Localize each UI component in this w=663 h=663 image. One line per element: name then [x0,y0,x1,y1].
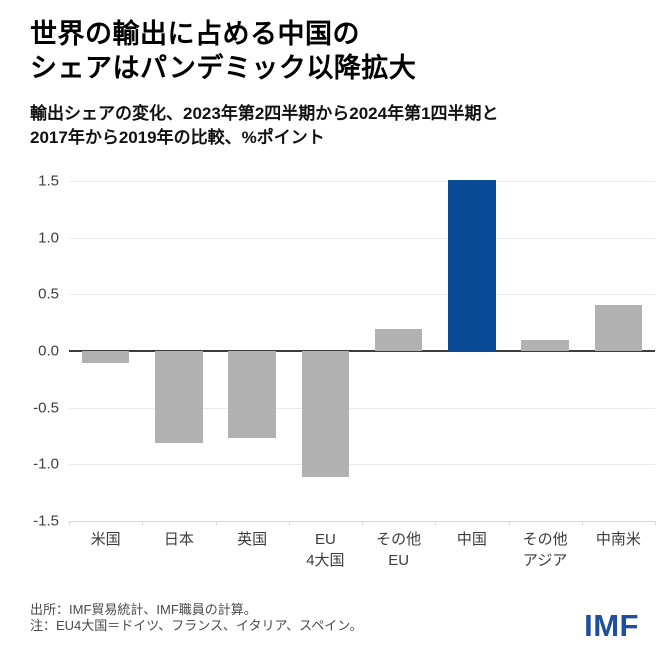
y-axis-tick-label: 0.0 [38,342,59,360]
bar-英国 [228,351,276,439]
x-axis-tick [508,521,510,525]
gridline [69,407,655,409]
gridline [69,181,655,182]
bar-中南米 [594,304,643,351]
x-axis-labels: 米国 日本 英国 EU 4大国 その他 EU 中国 その他 アジア 中南米 [69,529,655,571]
plot-area: 1.5 1.0 0.5 0.0 -0.5 -1.0 -1.5 [33,173,656,530]
page-title-line-2: シェアはパンデミック以降拡大 [30,53,417,83]
bar-EU-4大国 [301,351,350,477]
chart-subtitle-line-2: 2017年から2019年の比較、%ポイント [30,128,325,147]
bar-中国 [448,179,496,351]
x-axis-category-label: 米国 [90,531,121,548]
x-axis-tick [288,521,290,525]
gridline [69,464,655,466]
x-axis-category-label: EU 4大国 [306,531,345,569]
chart-subtitle-line-1: 輸出シェアの変化、2023年第2四半期から2024年第1四半期と [30,104,499,123]
gridline [69,294,655,296]
y-axis-tick-label: -1.5 [33,512,59,530]
x-axis-category-label: 英国 [237,531,268,548]
zero-baseline [69,350,655,352]
y-axis-tick-label: 0.5 [38,285,59,303]
x-axis-tick [69,521,70,525]
x-axis-tick [581,521,583,525]
x-axis-category-label: その他 アジア [522,531,568,569]
x-axis-category-label: 日本 [163,531,194,548]
bar-米国 [81,351,130,364]
y-axis-tick-label: -0.5 [33,399,59,417]
note-line: 注：EU4大国＝ドイツ、フランス、イタリア、スペイン。 [30,618,363,633]
source-line: 出所：IMF貿易統計、IMF職員の計算。 [30,602,257,617]
x-axis-tick [142,521,144,525]
y-axis-tick-label: 1.0 [38,229,59,247]
page-title-line-1: 世界の輸出に占める中国の [30,19,360,49]
x-axis-tick [362,521,363,525]
x-axis-category-label: 中国 [456,531,487,548]
x-axis-tick [215,521,217,525]
chart-subtitle: 輸出シェアの変化、2023年第2四半期から2024年第1四半期と 2017年から… [30,102,499,150]
gridline [69,237,655,239]
source-note: 出所：IMF貿易統計、IMF職員の計算。 注：EU4大国＝ドイツ、フランス、イタ… [30,602,362,634]
y-axis-tick-label: 1.5 [38,172,59,190]
imf-logo: IMF [584,608,639,643]
x-axis-tick [655,521,656,525]
page-title: 世界の輸出に占める中国の シェアはパンデミック以降拡大 [30,17,416,85]
bar-その他-EU [374,329,423,351]
y-axis-tick-label: -1.0 [33,455,59,473]
bar-日本 [155,351,203,443]
bar-その他-アジア [521,339,569,351]
x-axis-category-label: その他 EU [376,531,422,569]
x-axis-category-label: 中南米 [595,531,641,548]
x-axis-tick [435,521,437,525]
